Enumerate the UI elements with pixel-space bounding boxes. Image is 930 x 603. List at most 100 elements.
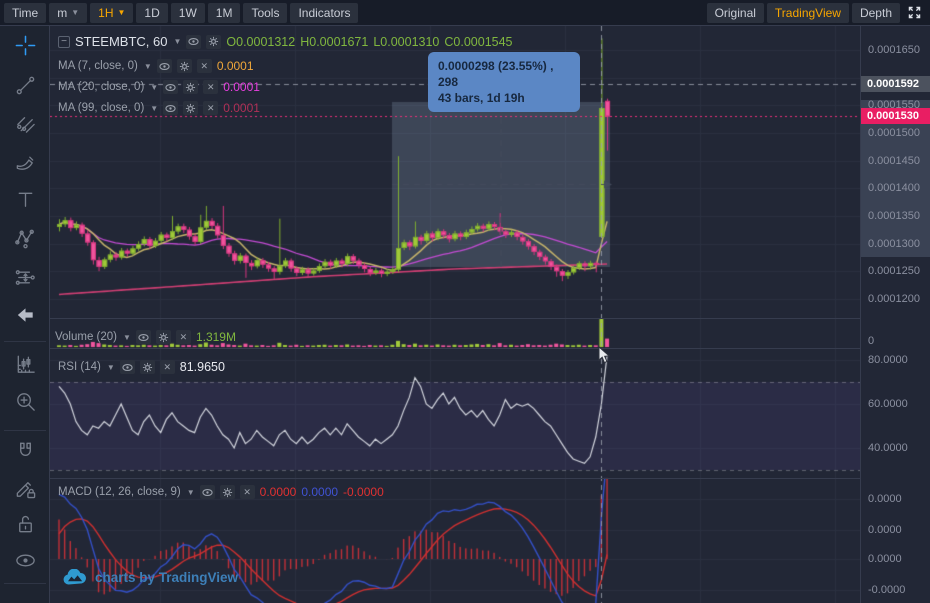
ma-value: 0.0001: [223, 80, 260, 94]
pane-separator[interactable]: [50, 478, 930, 479]
xabcd-pattern-icon[interactable]: [7, 221, 43, 255]
macd-axis-label: 0.0000: [868, 524, 902, 536]
gear-icon[interactable]: [183, 80, 199, 94]
gear-icon[interactable]: [219, 485, 235, 499]
close-icon[interactable]: ✕: [203, 80, 219, 94]
pane-separator[interactable]: [50, 318, 930, 319]
tradingview-cloud-logo: [63, 569, 86, 585]
main-series-legend: − STEEMBTC, 60 ▼ O0.0001312 H0.0001671 L…: [58, 34, 513, 49]
price-axis-label: 0.0001250: [868, 265, 920, 277]
close-icon[interactable]: ✕: [175, 330, 191, 344]
trend-line-icon[interactable]: [7, 68, 43, 102]
ma-value: 0.0001: [223, 101, 260, 115]
price-axis-label: 0.0001450: [868, 155, 920, 167]
toolbar-button-tradingview[interactable]: TradingView: [766, 2, 849, 23]
toolbar-button-indicators[interactable]: Indicators: [290, 2, 359, 23]
forecast-icon[interactable]: [7, 260, 43, 294]
price-axis[interactable]: 0.0001650 0.0001550 0.0001500 0.0001450 0.00…: [860, 26, 930, 603]
chevron-down-icon[interactable]: ▼: [186, 487, 195, 497]
volume-legend: Volume (20) ▼ ✕ 1.319M: [55, 330, 236, 344]
chevron-down-icon[interactable]: ▼: [123, 332, 131, 342]
toolbar-button-1w[interactable]: 1W: [170, 2, 205, 23]
toolbar-button-original[interactable]: Original: [706, 2, 764, 23]
ma-label[interactable]: MA (99, close, 0): [58, 102, 145, 114]
crosshair-price-flag: 0.0001592: [861, 76, 930, 92]
price-axis-label: 0.0001200: [868, 293, 920, 305]
macd-label[interactable]: MACD (12, 26, close, 9): [58, 486, 181, 498]
attribution-text: charts by TradingView: [95, 570, 239, 585]
close-icon[interactable]: ✕: [239, 485, 255, 499]
zoom-in-icon[interactable]: [7, 384, 43, 418]
fullscreen-icon[interactable]: [903, 3, 926, 23]
pane-separator[interactable]: [50, 348, 930, 349]
chevron-down-icon[interactable]: ▼: [143, 61, 152, 71]
chevron-down-icon[interactable]: ▼: [106, 362, 115, 372]
brush-icon[interactable]: [7, 144, 43, 178]
gear-icon[interactable]: [206, 34, 222, 49]
macd-legend: MACD (12, 26, close, 9) ▼ ✕ 0.0000 0.000…: [58, 485, 384, 499]
gann-fib-icon[interactable]: [7, 106, 43, 140]
eye-icon[interactable]: [163, 101, 179, 115]
close-icon[interactable]: ✕: [196, 59, 212, 73]
eye-icon[interactable]: [156, 59, 172, 73]
gear-icon[interactable]: [139, 360, 155, 374]
toolbar-divider: [4, 430, 46, 431]
collapse-icon[interactable]: −: [58, 35, 70, 48]
hide-all-eye-icon[interactable]: [7, 543, 43, 577]
undo-arrow-icon[interactable]: [7, 298, 43, 332]
ma-label[interactable]: MA (20, close, 0): [58, 81, 145, 93]
volume-value: 1.319M: [195, 330, 236, 344]
symbol-title[interactable]: STEEMBTC, 60: [75, 34, 168, 49]
eye-icon[interactable]: [119, 360, 135, 374]
gear-icon[interactable]: [183, 101, 199, 115]
price-axis-label: 0.0001400: [868, 182, 920, 194]
magnet-icon[interactable]: [7, 434, 43, 468]
toolbar-button-depth[interactable]: Depth: [851, 2, 900, 23]
toolbar-button-m[interactable]: m ▼: [49, 2, 88, 23]
eye-icon[interactable]: [163, 80, 179, 94]
close-icon[interactable]: ✕: [203, 101, 219, 115]
ohlc-low: L0.0001310: [373, 34, 440, 49]
macd-signal-value: -0.0000: [343, 485, 384, 499]
toolbar-button-tools[interactable]: Tools: [243, 2, 288, 23]
text-tool-icon[interactable]: [7, 182, 43, 216]
ma-label[interactable]: MA (7, close, 0): [58, 60, 138, 72]
eye-icon[interactable]: [199, 485, 215, 499]
close-icon[interactable]: ✕: [159, 360, 175, 374]
chevron-down-icon[interactable]: ▼: [150, 103, 159, 113]
volume-axis-label: 0: [868, 335, 875, 347]
eye-icon[interactable]: [186, 34, 202, 49]
measure-tooltip-line2: 43 bars, 1d 19h: [438, 91, 525, 105]
toolbar-divider: [4, 341, 46, 342]
gear-icon[interactable]: [176, 59, 192, 73]
price-axis-label: 0.0001500: [868, 127, 920, 139]
measure-tooltip-line1: 0.0000298 (23.55%) , 298: [438, 59, 554, 89]
rsi-legend: RSI (14) ▼ ✕ 81.9650: [58, 360, 225, 374]
drawing-lock-icon[interactable]: [7, 471, 43, 505]
macd-axis-label: 0.0000: [868, 493, 902, 505]
tradingview-attribution[interactable]: charts by TradingView: [62, 569, 238, 586]
rsi-label[interactable]: RSI (14): [58, 361, 101, 373]
rsi-axis-label: 60.0000: [868, 398, 908, 410]
ohlc-close: C0.0001545: [444, 34, 513, 49]
volume-label[interactable]: Volume (20): [55, 331, 118, 343]
crosshair-icon[interactable]: [7, 28, 43, 62]
gear-icon[interactable]: [155, 330, 171, 344]
eye-icon[interactable]: [135, 330, 151, 344]
chevron-down-icon[interactable]: ▼: [173, 37, 182, 46]
macd-line-value: 0.0000: [301, 485, 339, 499]
chevron-down-icon[interactable]: ▼: [150, 82, 159, 92]
toolbar-button-1h[interactable]: 1H ▼: [90, 2, 134, 23]
lock-all-icon[interactable]: [7, 507, 43, 541]
rsi-value: 81.9650: [179, 360, 225, 374]
ma-legend-row: MA (7, close, 0) ▼ ✕ 0.0001: [58, 59, 254, 73]
ohlc-high: H0.0001671: [300, 34, 369, 49]
chart-canvas[interactable]: [50, 26, 860, 603]
toolbar-button-1m[interactable]: 1M: [207, 2, 241, 23]
toolbar-button-time[interactable]: Time: [4, 2, 47, 23]
rsi-axis-label: 40.0000: [868, 442, 908, 454]
toolbar-button-1d[interactable]: 1D: [136, 2, 168, 23]
ma-value: 0.0001: [216, 59, 254, 73]
measure-icon[interactable]: [7, 347, 43, 381]
